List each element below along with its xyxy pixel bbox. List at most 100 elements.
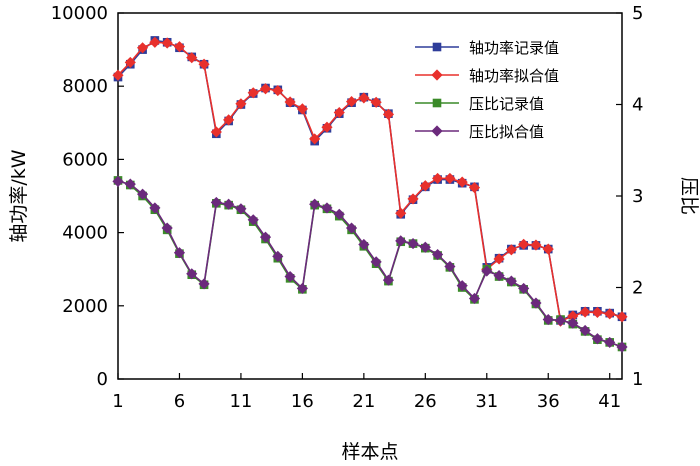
x-tick-label: 21 [352, 391, 375, 412]
data-point [432, 248, 444, 261]
data-point [161, 222, 173, 234]
legend-marker [432, 98, 442, 108]
y-axis-title-left: 轴功率/kW [8, 149, 30, 242]
data-point [149, 36, 161, 48]
data-point [481, 265, 493, 277]
series-4 [112, 175, 628, 353]
x-axis-title: 样本点 [341, 441, 398, 463]
y-axis-title-right: 压比 [678, 177, 700, 215]
data-point [505, 244, 517, 256]
data-point [321, 202, 333, 214]
data-point [223, 114, 235, 126]
data-point [173, 41, 186, 53]
x-tick-label: 31 [475, 391, 498, 412]
data-point [493, 270, 505, 282]
data-point [137, 188, 149, 200]
y-left-tick-label: 4000 [62, 223, 108, 244]
data-point [604, 336, 616, 348]
data-point [382, 108, 395, 120]
data-point [382, 274, 395, 286]
data-point [591, 333, 603, 345]
data-point [345, 95, 358, 108]
data-point [235, 98, 247, 110]
data-point [554, 314, 567, 327]
data-point [407, 193, 419, 205]
legend-item: 轴功率拟合值 [415, 67, 559, 85]
data-point [333, 208, 345, 220]
data-point [567, 317, 579, 329]
data-point [370, 96, 382, 108]
data-point [370, 256, 382, 268]
y-right-tick-label: 4 [632, 95, 643, 116]
data-point [395, 207, 407, 219]
data-point [432, 172, 444, 185]
data-point [259, 231, 272, 243]
x-tick-label: 26 [414, 391, 437, 412]
data-point [124, 56, 136, 68]
legend-item: 压比拟合值 [415, 123, 544, 141]
axis-layer: 1 6 11 16 21 26 31 36 41020004000600080001000012… [51, 3, 644, 412]
data-point [407, 238, 419, 250]
data-point [247, 214, 259, 226]
data-point [518, 282, 530, 294]
y-left-tick-label: 2000 [62, 296, 108, 317]
data-point [542, 243, 554, 255]
data-point [616, 341, 628, 353]
data-point [272, 85, 284, 97]
legend-item: 压比记录值 [415, 95, 544, 113]
data-point [567, 310, 579, 322]
legend-label: 轴功率记录值 [469, 39, 559, 57]
legend-label: 压比记录值 [469, 95, 544, 113]
data-point [198, 278, 210, 290]
data-point [542, 313, 554, 326]
data-point [112, 175, 124, 187]
data-point [284, 96, 296, 108]
x-tick-label: 16 [291, 391, 314, 412]
legend-item: 轴功率记录值 [415, 39, 559, 57]
data-point [223, 198, 235, 210]
x-tick-label: 1 [112, 391, 123, 412]
y-left-tick-label: 10000 [51, 3, 108, 24]
y-right-tick-label: 1 [632, 369, 643, 390]
data-point [591, 306, 603, 318]
legend-marker [431, 69, 443, 81]
data-point [259, 83, 272, 95]
y-right-tick-label: 2 [632, 278, 643, 299]
x-tick-label: 36 [537, 391, 560, 412]
data-point [124, 178, 136, 190]
data-point [309, 198, 321, 210]
data-point [530, 297, 542, 309]
data-point [456, 176, 468, 188]
data-point [198, 58, 210, 70]
series-layer [112, 36, 628, 353]
data-point [358, 92, 370, 104]
data-point [112, 69, 124, 81]
x-tick-label: 6 [174, 391, 185, 412]
data-point [272, 250, 284, 262]
data-point [395, 235, 407, 247]
data-point [419, 241, 431, 253]
data-point [186, 268, 198, 280]
data-point [468, 182, 481, 194]
data-point [296, 103, 308, 115]
data-point [149, 202, 161, 214]
x-tick-label: 41 [598, 391, 621, 412]
data-point [333, 106, 345, 119]
data-point [444, 172, 456, 185]
data-point [210, 126, 222, 138]
data-point [518, 238, 530, 250]
series-3 [113, 176, 627, 352]
data-point [247, 87, 259, 99]
data-point [444, 260, 456, 273]
y-right-tick-label: 5 [632, 3, 643, 24]
data-point [530, 239, 542, 251]
data-point [505, 275, 517, 287]
data-point [345, 222, 358, 234]
data-point [616, 311, 628, 323]
data-point [604, 308, 616, 320]
x-tick-label: 11 [229, 391, 252, 412]
data-point [579, 324, 591, 337]
data-point [419, 180, 431, 192]
